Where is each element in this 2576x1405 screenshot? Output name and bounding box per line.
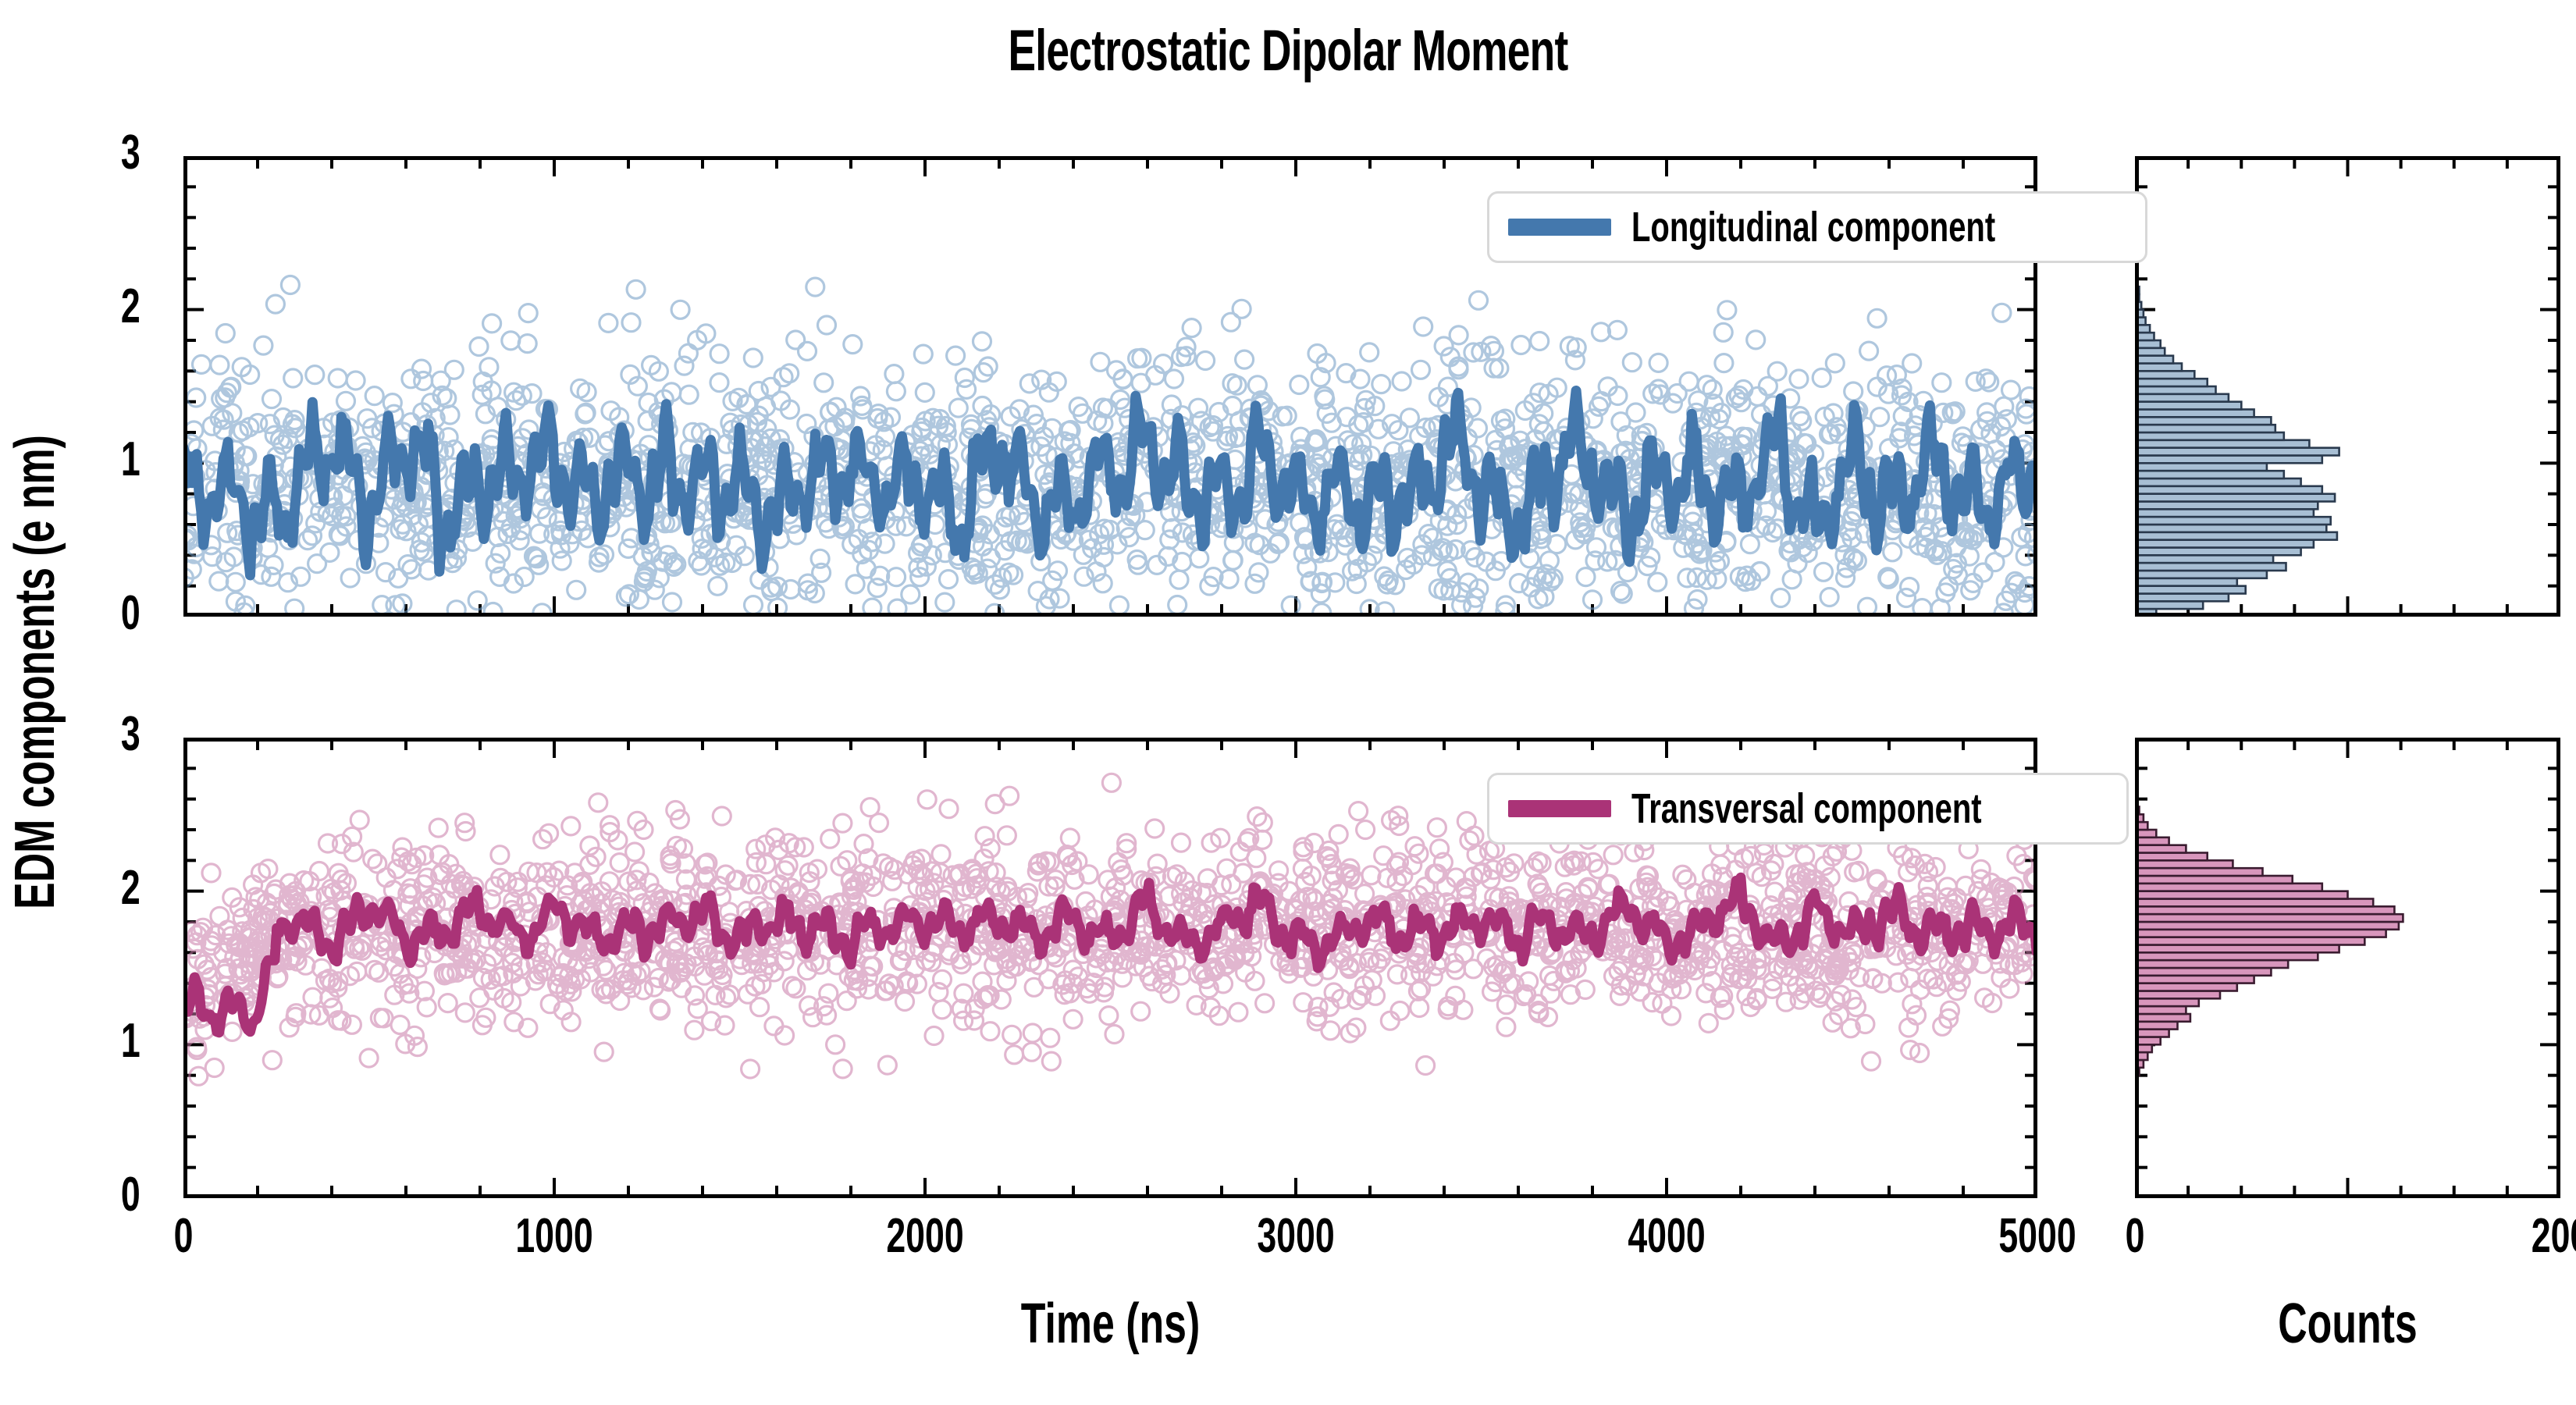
y-tick-top-0: 0 (120, 586, 141, 640)
x-tick-counts-200: 200 (2531, 1209, 2576, 1263)
y-tick-bottom-0: 0 (120, 1168, 141, 1222)
y-tick-bottom-1: 1 (120, 1014, 141, 1069)
legend-label-transversal: Transversal component (1631, 785, 1982, 832)
legend-label-longitudinal: Longitudinal component (1631, 204, 1996, 251)
x-tick-time-5000: 5000 (1998, 1209, 2076, 1263)
y-tick-bottom-2: 2 (120, 860, 141, 915)
legend-swatch-transversal (1508, 800, 1611, 817)
x-tick-time-1000: 1000 (515, 1209, 593, 1263)
legend-swatch-longitudinal (1508, 219, 1611, 236)
x-tick-time-2000: 2000 (886, 1209, 964, 1263)
legend-longitudinal: Longitudinal component (1487, 191, 2147, 263)
x-axis-title-counts: Counts (2278, 1293, 2418, 1355)
y-tick-top-2: 2 (120, 279, 141, 333)
x-tick-time-0: 0 (173, 1209, 194, 1263)
transversal-plot-canvas (183, 738, 2037, 1198)
longitudinal-plot-canvas (183, 156, 2037, 617)
x-tick-time-3000: 3000 (1257, 1209, 1335, 1263)
figure-title: Electrostatic Dipolar Moment (1008, 18, 1568, 83)
panel-longitudinal-histogram (2135, 156, 2560, 617)
x-axis-title-time: Time (ns) (1020, 1293, 1201, 1355)
legend-transversal: Transversal component (1487, 773, 2129, 845)
y-tick-bottom-3: 3 (120, 707, 141, 761)
x-tick-counts-0: 0 (2125, 1209, 2145, 1263)
longitudinal-histogram-canvas (2135, 156, 2560, 617)
transversal-histogram-canvas (2135, 738, 2560, 1198)
y-tick-top-3: 3 (120, 126, 141, 180)
x-tick-time-4000: 4000 (1628, 1209, 1706, 1263)
panel-transversal-histogram (2135, 738, 2560, 1198)
y-tick-top-1: 1 (120, 432, 141, 487)
y-axis-title: EDM components (e nm) (4, 435, 66, 909)
